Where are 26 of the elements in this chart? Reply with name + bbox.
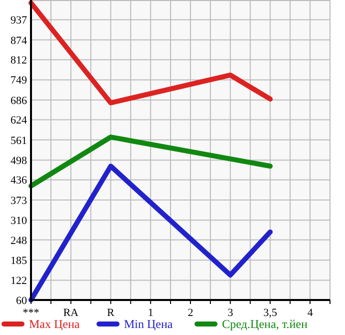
x-tick-label: 3,5 (263, 307, 278, 319)
y-tick-label: 436 (10, 174, 28, 187)
y-tick-label: 812 (10, 54, 27, 67)
legend-label: Сред.Цена, т.йен (222, 317, 308, 331)
y-tick-label: 686 (10, 94, 28, 107)
y-tick-label: 624 (10, 114, 28, 127)
y-tick-label: 561 (10, 134, 27, 147)
y-tick-label: 937 (10, 14, 28, 27)
y-tick-label: 60 (16, 294, 28, 307)
x-tick-label: RA (63, 307, 79, 319)
x-tick-label: 2 (188, 307, 194, 319)
y-tick-label: 874 (10, 34, 28, 47)
x-tick-label: *** (22, 307, 40, 319)
y-tick-label: 373 (10, 194, 28, 207)
legend-label: Max Цена (29, 317, 80, 331)
y-tick-label: 310 (10, 214, 28, 227)
y-tick-label: 498 (10, 154, 28, 167)
y-tick-label: 122 (10, 275, 27, 288)
x-tick-label: R (107, 307, 116, 319)
y-tick-label: 185 (10, 254, 28, 267)
y-tick-label: 248 (10, 234, 28, 247)
x-tick-label: 4 (307, 307, 314, 319)
x-tick-label: 3 (228, 307, 234, 319)
y-tick-label: 749 (10, 74, 28, 87)
x-tick-label: 1 (148, 307, 154, 319)
legend-label: Min Цена (124, 317, 174, 331)
